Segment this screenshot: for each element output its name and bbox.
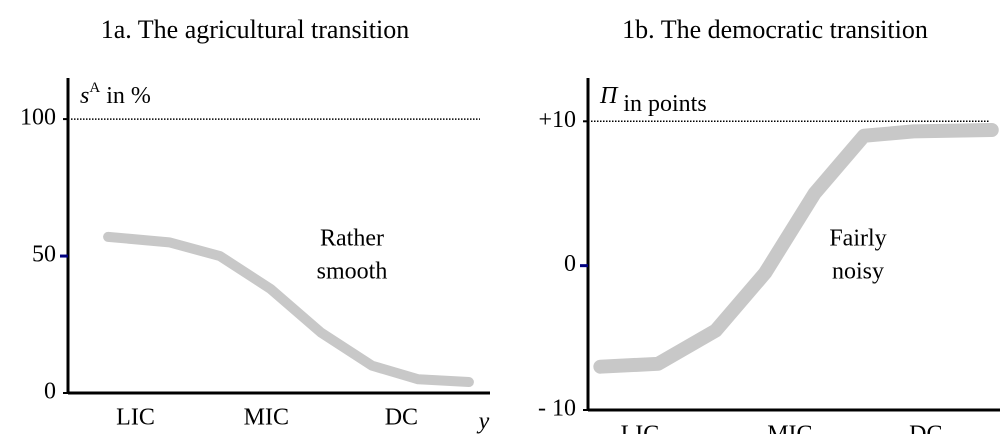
annotation: Rather — [320, 226, 384, 252]
x-tick-label: LIC — [621, 422, 660, 434]
x-tick-label: DC — [385, 405, 418, 431]
chart-title: 1a. The agricultural transition — [101, 15, 410, 44]
x-tick-label: MIC — [244, 405, 289, 431]
y-tick-label: 0 — [564, 251, 576, 277]
x-axis-label: y — [987, 426, 1000, 434]
y-axis-label: Π in points — [599, 83, 707, 117]
annotation: Fairly — [829, 226, 886, 252]
x-axis-label: y — [477, 409, 490, 434]
curve — [103, 231, 474, 388]
annotation: noisy — [832, 259, 884, 285]
x-tick-label: MIC — [767, 422, 812, 434]
y-tick-label: - 10 — [538, 396, 576, 422]
annotation: smooth — [317, 259, 388, 285]
y-label-part: Π — [599, 83, 619, 109]
y-label-part: A — [89, 80, 100, 96]
y-axis-label: sA in % — [80, 80, 151, 108]
y-label-part: in points — [617, 91, 706, 117]
y-label-part: in % — [100, 83, 151, 109]
y-label-part: s — [80, 83, 89, 109]
y-tick-label: +10 — [538, 107, 576, 133]
curve — [593, 122, 999, 374]
y-tick-label: 100 — [20, 105, 56, 131]
x-tick-label: DC — [909, 422, 942, 434]
chart-title: 1b. The democratic transition — [622, 15, 928, 44]
x-tick-label: LIC — [116, 405, 155, 431]
y-tick-label: 0 — [44, 379, 56, 405]
y-tick-label: 50 — [32, 242, 56, 268]
